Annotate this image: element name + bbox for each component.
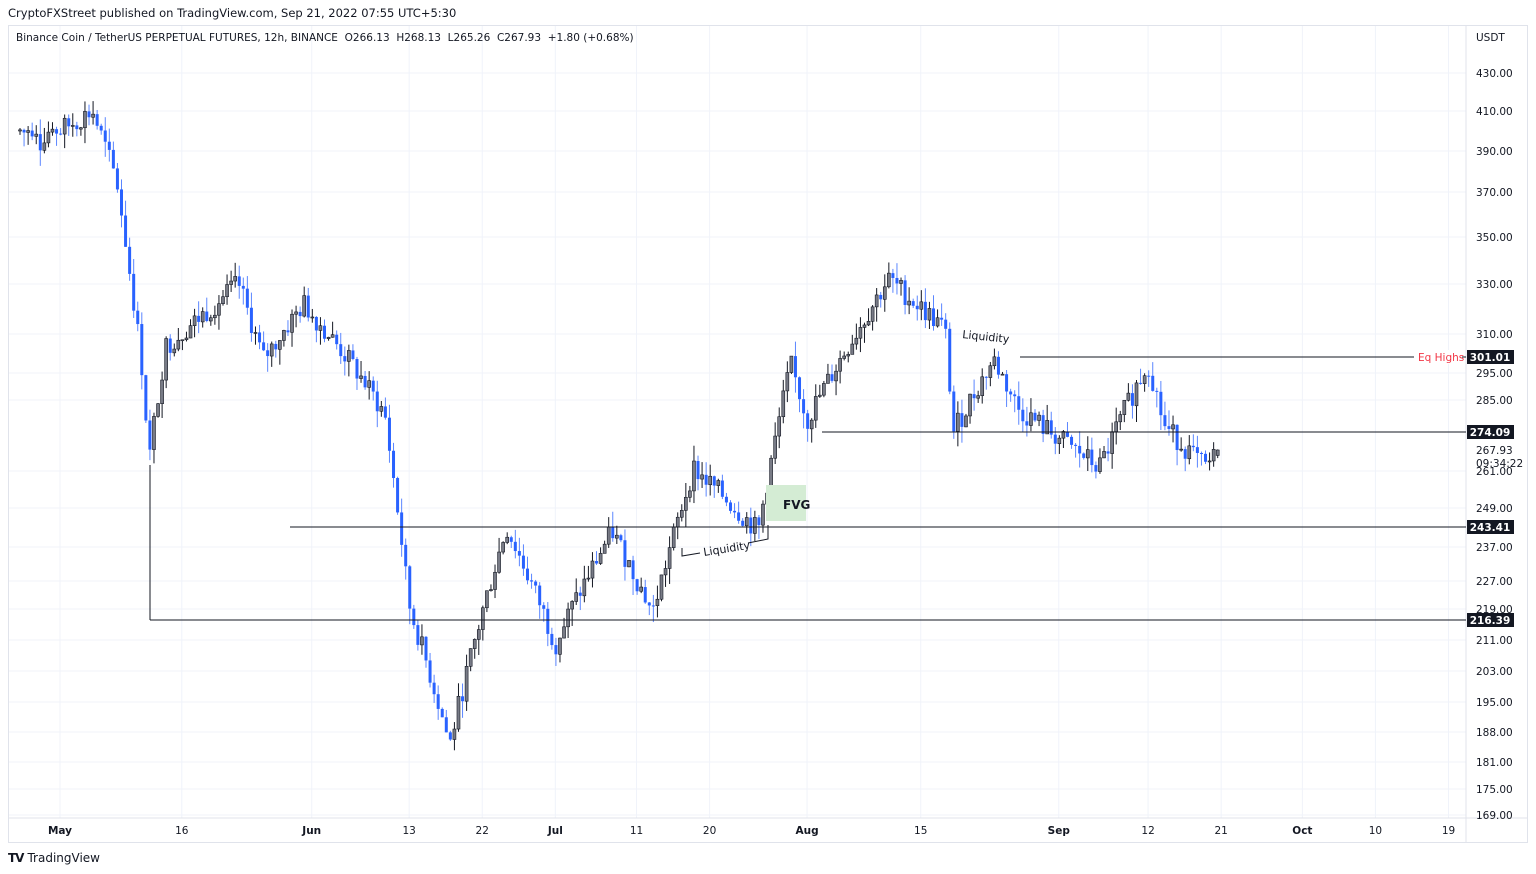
- svg-text:13: 13: [402, 825, 415, 837]
- svg-text:20: 20: [703, 825, 716, 837]
- svg-text:211.00: 211.00: [1476, 635, 1513, 647]
- svg-text:Jun: Jun: [301, 825, 321, 837]
- svg-text:175.00: 175.00: [1476, 784, 1513, 796]
- svg-text:11: 11: [630, 825, 643, 837]
- svg-text:Jul: Jul: [547, 825, 563, 837]
- svg-text:22: 22: [476, 825, 489, 837]
- svg-text:169.00: 169.00: [1476, 810, 1513, 822]
- svg-text:21: 21: [1214, 825, 1227, 837]
- candles: [18, 101, 1220, 751]
- svg-text:12: 12: [1141, 825, 1154, 837]
- svg-text:09:34:22: 09:34:22: [1476, 458, 1523, 470]
- svg-text:181.00: 181.00: [1476, 757, 1513, 769]
- price-axis: USDT 430.00 410.00 390.00 370.00 350.00 330.00…: [1476, 32, 1513, 822]
- liquidity-label-2: Liquidity: [962, 328, 1011, 346]
- tradingview-brand: TradingView: [27, 851, 100, 865]
- tradingview-logo-icon: TV: [8, 851, 25, 865]
- svg-text:249.00: 249.00: [1476, 503, 1513, 515]
- svg-text:410.00: 410.00: [1476, 106, 1513, 118]
- svg-text:188.00: 188.00: [1476, 727, 1513, 739]
- svg-text:15: 15: [914, 825, 927, 837]
- ohlc-low: L265.26: [447, 32, 491, 44]
- level-price-tag: 243.41: [1470, 522, 1511, 534]
- svg-text:May: May: [48, 825, 72, 837]
- time-axis: May 16 Jun 13 22 Jul 11 20 Aug 15 Sep 12 21 Oct 10 19: [48, 825, 1455, 837]
- tradingview-footer: TV TradingView: [8, 851, 100, 865]
- svg-text:16: 16: [175, 825, 189, 837]
- symbol-legend: Binance Coin / TetherUS PERPETUAL FUTURE…: [16, 32, 634, 44]
- fvg-label: FVG: [783, 498, 810, 512]
- level-price-tag: 274.09: [1470, 427, 1511, 439]
- currency-label: USDT: [1476, 32, 1505, 44]
- svg-text:237.00: 237.00: [1476, 542, 1513, 554]
- svg-text:330.00: 330.00: [1476, 279, 1513, 291]
- svg-text:285.00: 285.00: [1476, 395, 1513, 407]
- svg-text:370.00: 370.00: [1476, 187, 1513, 199]
- svg-text:10: 10: [1369, 825, 1382, 837]
- level-price-tag: 301.01: [1470, 352, 1511, 364]
- svg-text:Eq Highs: Eq Highs: [1418, 352, 1464, 364]
- svg-text:19: 19: [1442, 825, 1455, 837]
- svg-text:430.00: 430.00: [1476, 68, 1513, 80]
- svg-text:310.00: 310.00: [1476, 329, 1513, 341]
- svg-text:Oct: Oct: [1292, 825, 1312, 837]
- svg-text:261.00: 261.00: [1476, 466, 1513, 478]
- ohlc-change: +1.80 (+0.68%): [547, 32, 634, 44]
- ohlc-close: C267.93: [496, 32, 542, 44]
- publisher-line: CryptoFXStreet published on TradingView.…: [8, 6, 457, 20]
- chart-frame[interactable]: [8, 25, 1528, 843]
- svg-text:203.00: 203.00: [1476, 666, 1513, 678]
- ohlc-high: H268.13: [396, 32, 441, 44]
- svg-text:Aug: Aug: [795, 825, 818, 837]
- svg-text:227.00: 227.00: [1476, 576, 1513, 588]
- grid: [9, 26, 1466, 818]
- svg-text:Sep: Sep: [1048, 825, 1071, 837]
- svg-text:390.00: 390.00: [1476, 146, 1513, 158]
- ohlc-open: O266.13: [344, 32, 390, 44]
- svg-text:350.00: 350.00: [1476, 232, 1513, 244]
- svg-text:267.93: 267.93: [1476, 445, 1513, 457]
- svg-text:195.00: 195.00: [1476, 697, 1513, 709]
- svg-text:295.00: 295.00: [1476, 368, 1513, 380]
- level-price-tag: 216.39: [1470, 615, 1511, 627]
- symbol-name: Binance Coin / TetherUS PERPETUAL FUTURE…: [16, 32, 338, 44]
